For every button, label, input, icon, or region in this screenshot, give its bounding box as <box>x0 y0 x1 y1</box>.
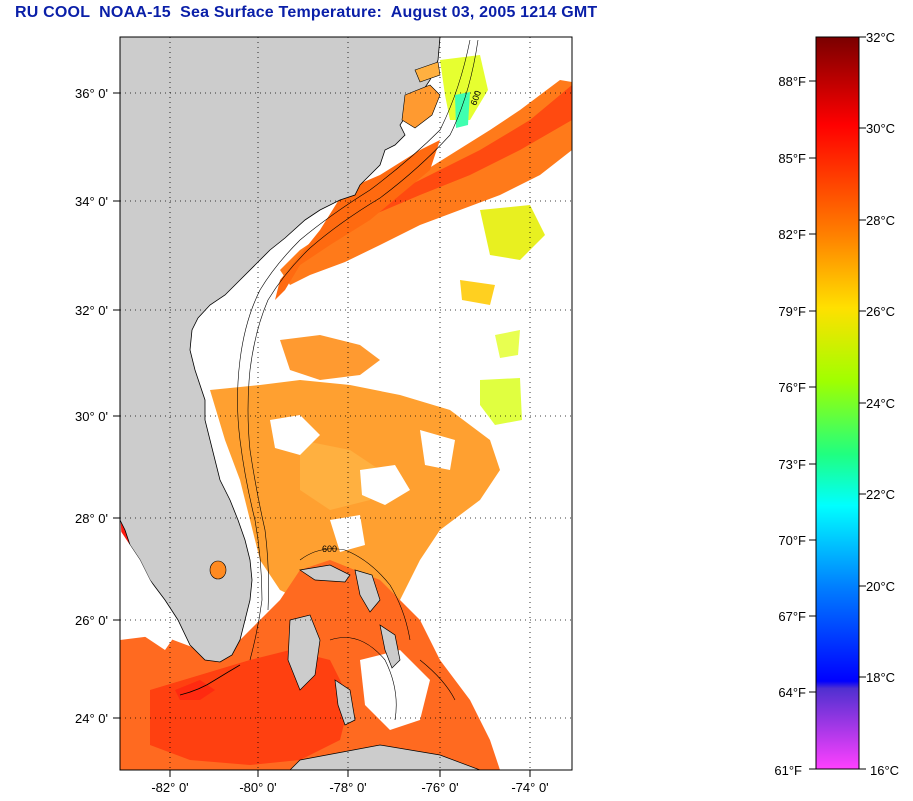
land-eleuthera <box>379 624 401 669</box>
colorbar-fahrenheit-label: 67°F <box>778 609 806 624</box>
colorbar-fahrenheit-label: 79°F <box>778 304 806 319</box>
lat-label: 24° 0' <box>75 711 108 726</box>
colorbar-fahrenheit-label: 64°F <box>778 685 806 700</box>
colorbar-celsius-label: 20°C <box>866 579 895 594</box>
water-albemarle-sound <box>414 61 441 83</box>
colorbar <box>815 36 860 770</box>
cloud-gap-2 <box>360 465 410 505</box>
lon-label: -78° 0' <box>329 780 366 795</box>
lake-okeechobee <box>209 560 227 580</box>
sst-yellow-patch-1 <box>480 205 545 260</box>
sst-cool-shelf <box>440 55 488 120</box>
lat-label: 34° 0' <box>75 194 108 209</box>
frame-ticks <box>113 92 531 777</box>
lon-label: -80° 0' <box>239 780 276 795</box>
map-frame <box>119 36 573 771</box>
graticule <box>120 37 572 770</box>
colorbar-celsius-label: 28°C <box>866 213 895 228</box>
colorbar-celsius-label: 26°C <box>866 304 895 319</box>
colorbar-fahrenheit-label: 88°F <box>778 74 806 89</box>
lat-label: 26° 0' <box>75 613 108 628</box>
lat-label: 32° 0' <box>75 303 108 318</box>
land-us-east-coast <box>120 37 441 663</box>
lon-label: -74° 0' <box>511 780 548 795</box>
lat-label: 30° 0' <box>75 409 108 424</box>
sst-cool-shelf-2 <box>455 92 470 128</box>
colorbar-fahrenheit-label: 85°F <box>778 151 806 166</box>
isobath-label: 600 <box>322 544 337 554</box>
land-cuba-edge <box>289 744 481 770</box>
isobath-contours <box>237 39 479 721</box>
land-abaco <box>354 569 381 613</box>
land-grand-bahama <box>299 564 351 583</box>
colorbar-celsius-label: 22°C <box>866 487 895 502</box>
colorbar-fahrenheit-label: 70°F <box>778 533 806 548</box>
colorbar-celsius-label: 18°C <box>866 670 895 685</box>
lat-label: 28° 0' <box>75 511 108 526</box>
colorbar-fahrenheit-label: 73°F <box>778 457 806 472</box>
colorbar-celsius-label: 16°C <box>870 763 899 778</box>
colorbar-celsius-label: 24°C <box>866 396 895 411</box>
colorbar-celsius-label: 30°C <box>866 121 895 136</box>
sst-yellow-patch-3 <box>460 280 495 305</box>
isobath-label: 600 <box>468 89 483 107</box>
colorbar-fahrenheit-label: 82°F <box>778 227 806 242</box>
cloud-gap-4 <box>330 515 365 552</box>
cloud-gap-3 <box>420 430 455 470</box>
water-gulf-of-mexico <box>120 530 172 650</box>
sst-central-field-3 <box>300 440 380 510</box>
land-florida-keys <box>179 664 241 696</box>
lon-label: -82° 0' <box>151 780 188 795</box>
sst-yellow-patch-2 <box>480 378 522 425</box>
sst-yellow-patch-4 <box>495 330 520 358</box>
water-pamlico-sound <box>401 84 441 129</box>
lon-label: -76° 0' <box>421 780 458 795</box>
colorbar-fahrenheit-label: 76°F <box>778 380 806 395</box>
map-title: RU COOL NOAA-15 Sea Surface Temperature:… <box>15 4 598 21</box>
land-exuma <box>334 679 356 726</box>
colorbar-celsius-label: 32°C <box>866 30 895 45</box>
colorbar-ticks <box>809 36 866 770</box>
lat-label: 36° 0' <box>75 86 108 101</box>
map-content: 600 600 <box>120 37 572 770</box>
cloud-gap-1 <box>270 415 320 455</box>
land-andros <box>287 614 321 691</box>
colorbar-fahrenheit-label: 61°F <box>774 763 802 778</box>
sst-central-field-2 <box>280 335 380 380</box>
sst-carolina-shelf <box>275 140 440 300</box>
